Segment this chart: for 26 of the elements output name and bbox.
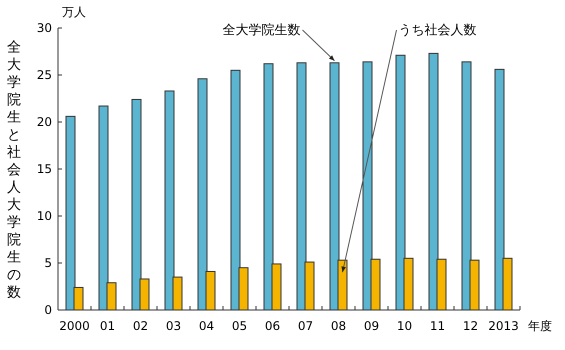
x-tick-label: 10 <box>396 319 412 333</box>
y-tick-label: 5 <box>44 256 52 270</box>
x-axis-title: 年度 <box>528 319 552 333</box>
x-tick-label: 06 <box>264 319 280 333</box>
y-tick-label: 15 <box>36 162 52 176</box>
x-tick-label: 11 <box>430 319 446 333</box>
y-tick-label: 25 <box>36 68 52 82</box>
x-tick-label: 2013 <box>488 319 519 333</box>
x-tick-label: 02 <box>132 319 148 333</box>
x-tick-label: 05 <box>232 319 248 333</box>
x-tick-label: 09 <box>364 319 380 333</box>
x-tick-label: 07 <box>298 319 314 333</box>
x-tick-label: 12 <box>462 319 478 333</box>
y-tick-label: 0 <box>44 303 52 317</box>
y-tick-label: 20 <box>36 115 52 129</box>
y-tick-label: 10 <box>36 209 52 223</box>
text: うち社会人数 <box>398 23 476 38</box>
x-tick-label: 04 <box>198 319 214 333</box>
series-label: 全大学院生数 <box>222 23 300 38</box>
text: 全大学院生と社会人大学院生の数 <box>7 40 21 300</box>
y-tick-label: 30 <box>36 21 52 35</box>
x-tick-label: 01 <box>100 319 116 333</box>
x-tick-label: 03 <box>166 319 182 333</box>
x-tick-label: 2000 <box>59 319 90 333</box>
text: 万人 <box>62 5 86 19</box>
x-tick-label: 08 <box>330 319 346 333</box>
